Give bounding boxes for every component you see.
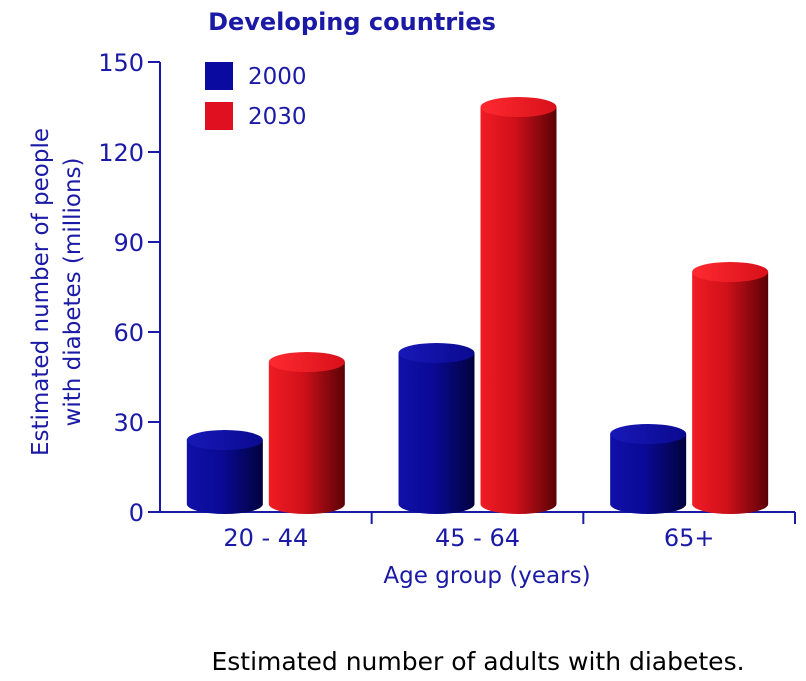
legend-label-2000: 2000 — [248, 64, 307, 90]
bar-2000-0 — [186, 430, 263, 514]
bar-body — [692, 272, 769, 514]
bar-2000-2 — [610, 424, 687, 514]
legend-swatch-2030 — [205, 102, 233, 130]
y-axis-title: Estimated number of people with diabetes… — [28, 128, 86, 456]
bar-2030-1 — [480, 97, 557, 514]
legend-label-2030: 2030 — [248, 104, 307, 130]
legend-swatch-2000 — [205, 62, 233, 90]
bar-body — [186, 440, 263, 514]
y-tick-label: 150 — [98, 49, 144, 77]
x-axis-title: Age group (years) — [383, 563, 590, 589]
tick-labels: 0 30 60 90 120 150 20 - 44 45 - 64 65+ — [98, 49, 714, 552]
bar-2030-2 — [692, 262, 769, 514]
bar-top — [186, 430, 263, 450]
bar-top — [398, 343, 475, 363]
y-tick-label: 120 — [98, 139, 144, 167]
y-tick-label: 0 — [129, 499, 144, 527]
bars — [186, 97, 769, 514]
bar-top — [692, 262, 769, 282]
bar-top — [480, 97, 557, 117]
y-tick-label: 30 — [113, 409, 144, 437]
bar-2030-0 — [268, 352, 345, 514]
figure-caption: Estimated number of adults with diabetes… — [211, 647, 744, 676]
bar-top — [610, 424, 687, 444]
bar-body — [268, 362, 345, 514]
y-tick-label: 60 — [113, 319, 144, 347]
axes — [148, 61, 796, 524]
bar-top — [268, 352, 345, 372]
bar-body — [480, 107, 557, 514]
bar-2000-1 — [398, 343, 475, 514]
x-tick-label: 45 - 64 — [435, 524, 520, 552]
bar-body — [610, 434, 687, 514]
chart-title: Developing countries — [208, 8, 496, 36]
y-axis-title-line1: Estimated number of people — [28, 128, 54, 456]
x-tick-label: 20 - 44 — [223, 524, 308, 552]
y-axis-title-line2: with diabetes (millions) — [60, 158, 86, 427]
bar-body — [398, 353, 475, 514]
x-tick-label: 65+ — [664, 524, 715, 552]
y-tick-label: 90 — [113, 229, 144, 257]
legend: 2000 2030 — [205, 62, 307, 130]
